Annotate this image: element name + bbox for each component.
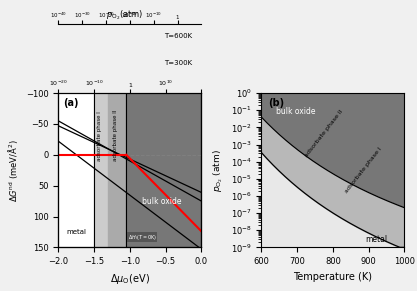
Text: adsorbate phase I: adsorbate phase I [97, 111, 102, 161]
Text: adsorbate phase II: adsorbate phase II [304, 108, 344, 157]
X-axis label: Temperature (K): Temperature (K) [294, 272, 372, 282]
Bar [108, 93, 126, 247]
Text: adsorbate phase I: adsorbate phase I [344, 146, 382, 194]
Text: metal: metal [365, 235, 387, 244]
Text: T=600K: T=600K [164, 33, 192, 39]
Text: bulk oxide: bulk oxide [142, 197, 182, 206]
Bar [126, 93, 201, 247]
X-axis label: $\Delta\mu_\mathrm{O}$(eV): $\Delta\mu_\mathrm{O}$(eV) [110, 272, 150, 286]
Y-axis label: $p_{\mathrm{O_2}}$ (atm): $p_{\mathrm{O_2}}$ (atm) [211, 149, 225, 192]
Bar [58, 93, 94, 247]
Text: T=300K: T=300K [164, 60, 192, 65]
Text: $p_{\mathrm{O_2}}$(atm): $p_{\mathrm{O_2}}$(atm) [106, 9, 144, 22]
Text: $\Delta H_f(T=0\mathrm{K})$: $\Delta H_f(T=0\mathrm{K})$ [128, 233, 157, 242]
Text: bulk oxide: bulk oxide [276, 107, 315, 116]
Text: adsorbate phase II: adsorbate phase II [113, 109, 118, 161]
Y-axis label: $\Delta G^\mathrm{nd}$ (meV/$\mathrm{\AA}^2$): $\Delta G^\mathrm{nd}$ (meV/$\mathrm{\AA… [6, 139, 20, 202]
Text: metal: metal [66, 229, 86, 235]
Text: (a): (a) [63, 98, 78, 108]
Bar [94, 93, 108, 247]
Text: (b): (b) [269, 98, 285, 108]
